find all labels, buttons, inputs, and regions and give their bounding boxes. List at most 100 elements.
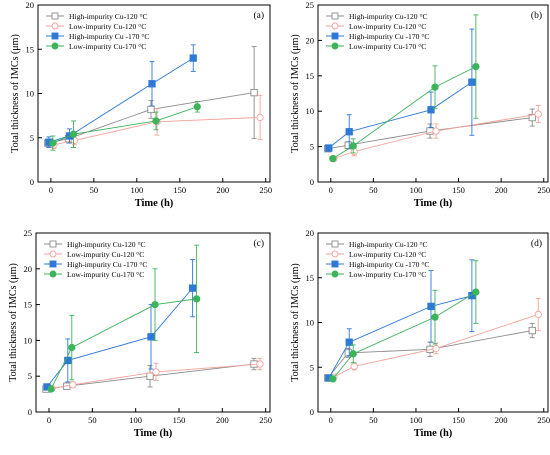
y-tick-label: 15 [306, 273, 315, 283]
data-point [331, 250, 339, 258]
data-point [329, 375, 337, 383]
x-axis-label: Time (h) [414, 428, 453, 439]
x-tick-label: 200 [495, 185, 508, 195]
data-point [345, 338, 353, 346]
x-tick-label: 150 [173, 185, 186, 195]
series-line [328, 81, 473, 149]
legend-label: Low-impurity Cu-170 °C [67, 270, 144, 279]
panel-label: (a) [253, 10, 264, 21]
series-hi170 [45, 44, 197, 148]
legend-item-lo120: Low-impurity Cu-120 °C [326, 250, 426, 259]
y-tick-label: 5 [30, 133, 34, 143]
data-point [51, 32, 59, 40]
data-point [147, 105, 155, 114]
data-point [331, 12, 339, 20]
legend-item-lo170: Low-impurity Cu-170 °C [326, 42, 426, 51]
x-axis-label: Time (h) [134, 428, 173, 439]
legend-item-hi170: High-impurity Cu -170 °C [46, 32, 149, 41]
data-point [64, 356, 72, 365]
x-tick-label: 0 [329, 415, 333, 425]
x-tick-label: 150 [452, 415, 465, 425]
y-tick-label: 20 [306, 35, 315, 45]
y-tick-label: 20 [306, 228, 315, 238]
x-tick-label: 250 [537, 415, 550, 425]
data-point [49, 139, 57, 147]
legend-label: Low-impurity Cu-120 °C [349, 250, 426, 259]
series-line [51, 363, 261, 389]
y-tick-label: 20 [26, 0, 35, 10]
data-point [69, 130, 78, 138]
data-point [349, 350, 357, 358]
y-tick-label: 5 [310, 142, 314, 152]
legend-item-lo170: Low-impurity Cu-170 °C [46, 42, 146, 51]
legend-label: High-impurity Cu-120 °C [69, 12, 148, 21]
data-point [51, 22, 59, 30]
series-line [333, 113, 539, 160]
data-point [432, 127, 440, 135]
data-point [431, 83, 439, 91]
data-point [51, 12, 59, 20]
data-point [189, 54, 197, 62]
series-line [48, 57, 194, 143]
series-lo120 [48, 357, 264, 393]
data-point [329, 154, 337, 163]
legend-item-hi170: High-impurity Cu -170 °C [44, 260, 147, 269]
legend-label: High-impurity Cu-120 °C [349, 240, 428, 249]
data-point [427, 106, 435, 114]
data-point [331, 260, 339, 268]
legend-label: Low-impurity Cu-120 °C [349, 22, 426, 31]
legend-label: High-impurity Cu -170 °C [69, 32, 149, 41]
data-point [49, 250, 57, 258]
x-tick-label: 50 [88, 415, 97, 425]
y-tick-label: 25 [306, 0, 315, 10]
y-tick-label: 15 [24, 300, 33, 310]
data-point [331, 240, 339, 248]
y-axis-label: Total thickness of IMCs (μm) [290, 263, 301, 382]
y-axis-label: Total thickness of IMCs (μm) [10, 34, 21, 153]
series-line [327, 117, 533, 150]
series-hi170 [325, 28, 476, 152]
x-tick-label: 250 [259, 415, 272, 425]
legend-item-lo120: Low-impurity Cu-120 °C [326, 22, 426, 31]
data-point [147, 333, 155, 341]
y-tick-label: 5 [310, 362, 314, 372]
y-tick-label: 0 [310, 407, 314, 417]
legend-item-hi170: High-impurity Cu -170 °C [326, 260, 429, 269]
x-tick-label: 100 [410, 415, 423, 425]
series-lo170 [47, 244, 201, 393]
y-tick-label: 15 [26, 44, 35, 54]
data-point [68, 343, 76, 352]
x-tick-label: 250 [537, 185, 550, 195]
legend-label: High-impurity Cu -170 °C [67, 260, 147, 269]
series-line [333, 314, 539, 378]
data-point [250, 88, 258, 97]
legend-item-lo170: Low-impurity Cu-170 °C [326, 270, 426, 279]
series-line [52, 106, 198, 144]
data-point [69, 381, 77, 389]
series-lo170 [329, 14, 480, 163]
y-tick-label: 10 [306, 106, 315, 116]
data-point [534, 310, 542, 319]
data-point [349, 142, 357, 150]
plot-frame [317, 4, 549, 183]
legend-item-hi120: High-impurity Cu-120 °C [46, 12, 148, 21]
legend-item-lo170: Low-impurity Cu-170 °C [44, 270, 144, 279]
legend-label: Low-impurity Cu-170 °C [69, 42, 146, 51]
x-tick-label: 250 [259, 185, 272, 195]
x-tick-label: 50 [369, 415, 378, 425]
chart-panel-2: 0 50 100 150 200 250 0 5 10 15 20 25 Time (h) Total t… [290, 0, 550, 209]
data-point [528, 326, 536, 335]
x-tick-label: 100 [130, 185, 143, 195]
x-tick-label: 0 [47, 415, 51, 425]
legend-label: Low-impurity Cu-170 °C [349, 270, 426, 279]
chart-panel-4: 0 50 100 150 200 250 0 5 10 15 20 Time (h) Total thi… [290, 228, 550, 439]
series-lo170 [329, 260, 480, 383]
y-axis-label: Total thickness of IMCs (μm) [8, 263, 19, 382]
x-tick-label: 150 [173, 415, 186, 425]
legend-label: Low-impurity Cu-120 °C [67, 250, 144, 259]
x-tick-label: 0 [329, 185, 333, 195]
x-tick-label: 150 [452, 185, 465, 195]
x-tick-label: 0 [49, 185, 53, 195]
panel-label: (b) [531, 10, 542, 21]
